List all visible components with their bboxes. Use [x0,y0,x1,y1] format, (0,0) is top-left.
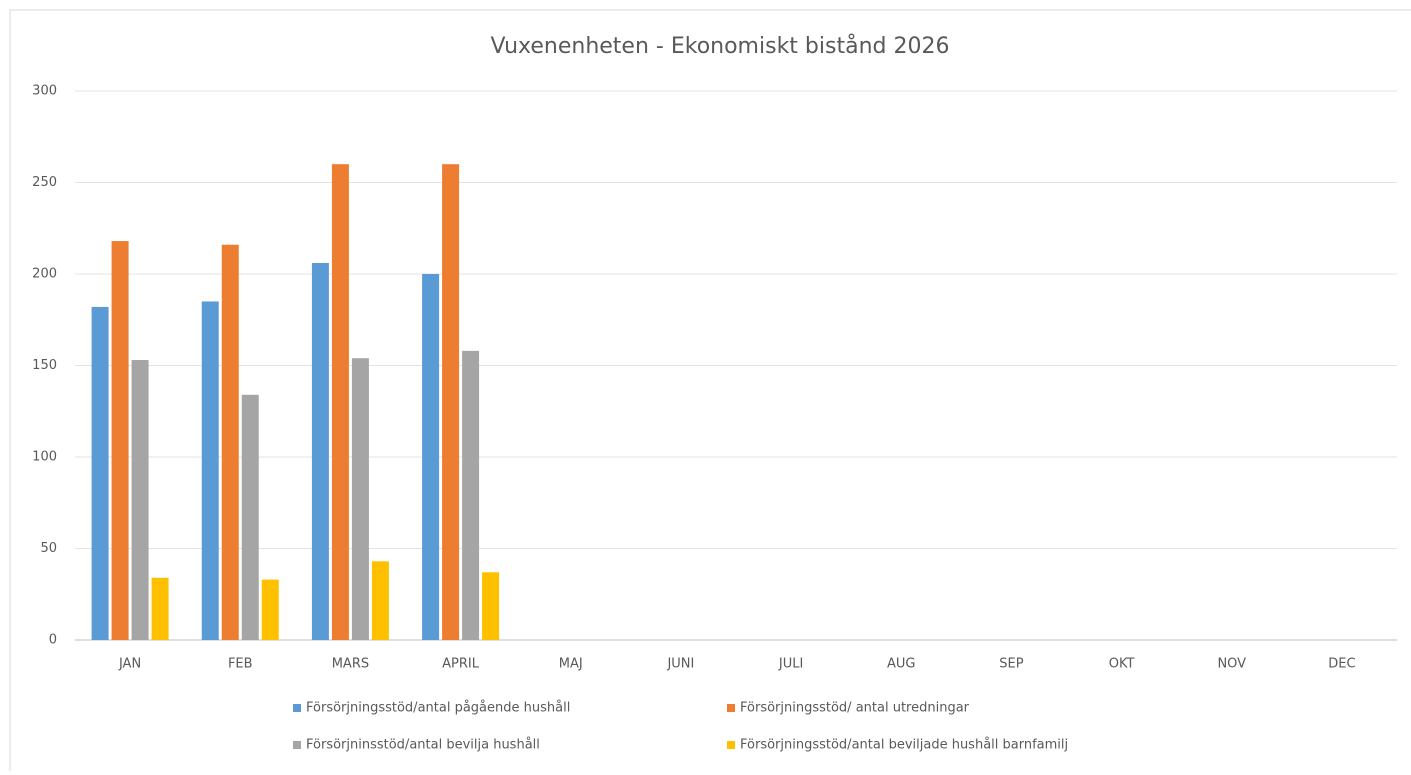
y-tick-label: 100 [32,450,57,465]
x-tick-label: MARS [332,657,369,672]
x-tick-label: OKT [1109,657,1135,672]
chart-title: Vuxenenheten - Ekonomiskt bistånd 2026 [491,33,950,59]
bar [311,263,329,640]
bar [442,164,460,640]
x-tick-label: DEC [1328,657,1355,672]
bar [201,301,219,640]
bar [482,572,500,640]
bar [151,577,169,640]
legend-label: Försörjningsstöd/antal pågående hushåll [306,701,570,716]
bar [221,244,239,640]
y-tick-label: 250 [32,175,57,190]
y-tick-label: 300 [32,84,57,99]
bar [331,164,349,640]
x-tick-label: AUG [887,657,915,672]
bar [422,274,440,640]
legend-label: Försörjninsstöd/antal bevilja hushåll [306,738,540,753]
y-tick-label: 50 [40,541,57,556]
x-tick-label: APRIL [442,657,480,672]
legend-label: Försörjningsstöd/ antal utredningar [740,701,970,716]
y-tick-label: 0 [49,633,57,648]
y-tick-label: 200 [32,267,57,282]
legend-swatch [727,704,735,712]
bar [371,561,389,640]
bar [241,394,259,640]
bar [111,241,129,640]
x-tick-label: NOV [1217,657,1246,672]
chart-frame [9,9,1411,775]
x-tick-label: JULI [778,657,803,672]
x-tick-label: FEB [228,657,253,672]
x-tick-label: SEP [999,657,1023,672]
x-tick-label: JUNI [666,657,694,672]
legend-label: Försörjningsstöd/antal beviljade hushåll… [740,738,1068,753]
bar [351,358,369,640]
bar [91,306,109,640]
legend-swatch [293,704,301,712]
x-tick-label: JAN [118,657,141,672]
y-tick-label: 150 [32,358,57,373]
x-tick-label: MAJ [559,657,583,672]
bar [261,579,279,640]
legend-swatch [727,741,735,749]
bar [131,360,149,640]
legend-swatch [293,741,301,749]
bar [462,350,480,640]
